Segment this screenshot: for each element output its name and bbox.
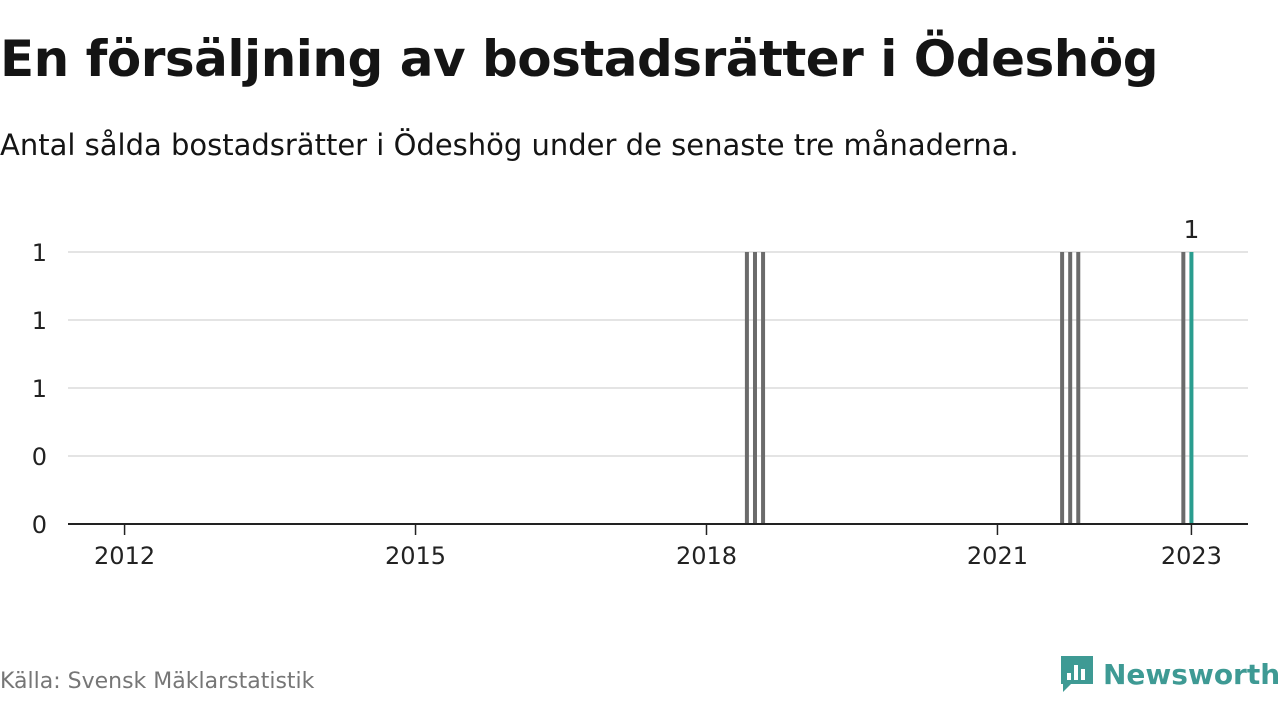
x-tick-label: 2021 [967, 542, 1028, 570]
bar [1181, 252, 1186, 524]
bar [1068, 252, 1073, 524]
source-note: Källa: Svensk Mäklarstatistik [0, 669, 315, 694]
y-tick-label: 0 [32, 443, 47, 471]
newsworthy-icon [1061, 656, 1093, 692]
x-tick-label: 2018 [676, 542, 737, 570]
brand-logo: Newsworthy [1059, 654, 1280, 694]
bar [761, 252, 766, 524]
bar [744, 252, 749, 524]
y-tick-label: 1 [32, 239, 47, 267]
x-tick-label: 2012 [94, 542, 155, 570]
bar [1060, 252, 1065, 524]
y-tick-label: 0 [32, 511, 47, 539]
chart-subtitle: Antal sålda bostadsrätter i Ödeshög unde… [0, 128, 1019, 162]
brand-name: Newsworthy [1103, 657, 1280, 691]
bar [1076, 252, 1081, 524]
chart-title: En försäljning av bostadsrätter i Ödeshö… [0, 30, 1159, 88]
data-label: 1 [1183, 215, 1199, 244]
y-tick-label: 1 [32, 307, 47, 335]
y-tick-label: 1 [32, 375, 47, 403]
bar [752, 252, 757, 524]
x-tick-label: 2023 [1161, 542, 1222, 570]
x-tick-label: 2015 [385, 542, 446, 570]
bar-chart: 0 0 1 1 1 2012 2015 2018 2021 2023 1 [32, 215, 1248, 570]
bar-latest [1189, 252, 1194, 524]
